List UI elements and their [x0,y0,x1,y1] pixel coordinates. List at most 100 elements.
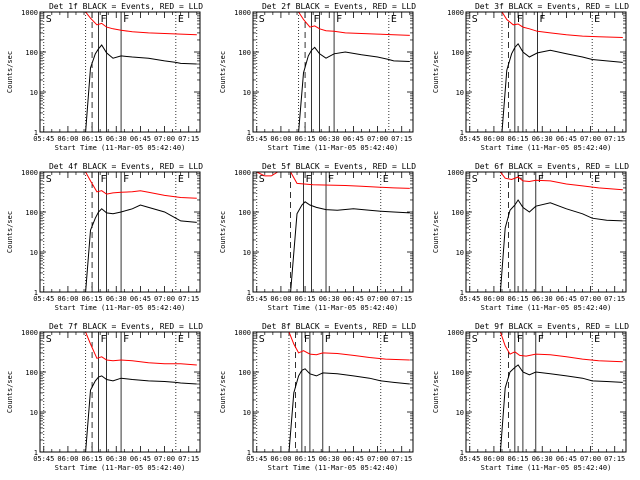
x-tick-label: 06:15 [508,455,529,463]
interval-marker-label: E [383,334,389,345]
x-tick-label: 06:45 [556,295,577,303]
y-tick-label: 1000 [447,169,464,177]
x-tick-label: 06:45 [130,135,151,143]
interval-marker-label: E [594,334,600,345]
y-axis-label: Counts/sec [219,371,227,413]
plot-frame [39,331,201,453]
y-tick-label: 100 [451,209,464,217]
events-series-line [466,199,623,293]
detector-panel-9: Det 9f BLACK = Events, RED = LLD Counts/s… [432,322,629,472]
y-axis-label: Counts/sec [432,211,440,253]
x-tick-label: 06:00 [483,135,504,143]
interval-marker-label: S [259,334,265,345]
interval-marker-label: E [178,174,184,185]
x-tick-label: 07:00 [580,295,601,303]
interval-marker-label: S [472,174,478,185]
events-series-line [40,204,197,293]
lld-series-line [40,171,197,199]
y-tick-label: 1 [460,129,464,137]
plot-frame [39,11,201,133]
x-tick-label: 05:45 [459,135,480,143]
x-tick-label: 06:00 [270,455,291,463]
x-tick-label: 06:45 [130,455,151,463]
y-tick-label: 1 [34,289,38,297]
events-series-line [253,46,410,133]
plot-frame [39,171,201,293]
x-axis-label: Start Time (11-Mar-05 05:42:40) [55,304,186,312]
x-tick-label: 06:30 [106,455,127,463]
panel-title: Det 7f BLACK = Events, RED = LLD [49,322,203,331]
lld-series-line [253,11,410,36]
interval-marker-label: S [46,334,52,345]
x-axis-label: Start Time (11-Mar-05 05:42:40) [481,464,612,472]
detector-panel-8: Det 8f BLACK = Events, RED = LLD Counts/s… [219,322,416,472]
x-tick-label: 07:15 [178,455,199,463]
x-tick-label: 06:45 [343,295,364,303]
plot-frame [465,331,627,453]
detector-panel-7: Det 7f BLACK = Events, RED = LLD Counts/s… [6,322,203,472]
x-axis-label: Start Time (11-Mar-05 05:42:40) [481,304,612,312]
y-tick-label: 10 [30,249,38,257]
x-tick-label: 06:30 [106,295,127,303]
x-tick-label: 06:15 [508,295,529,303]
y-tick-label: 10 [243,89,251,97]
x-tick-label: 06:00 [57,455,78,463]
lld-series-line [40,11,197,36]
x-tick-label: 06:30 [532,135,553,143]
interval-marker-label: F [325,334,331,345]
y-tick-label: 100 [25,209,38,217]
x-tick-label: 05:45 [246,135,267,143]
x-tick-label: 06:15 [82,455,103,463]
x-tick-label: 07:00 [154,455,175,463]
interval-marker-label: S [259,14,265,25]
detector-panel-4: Det 4f BLACK = Events, RED = LLD Counts/s… [6,162,203,312]
x-tick-label: 06:15 [295,135,316,143]
interval-marker-label: S [472,334,478,345]
y-tick-label: 10 [456,89,464,97]
x-tick-label: 07:00 [367,295,388,303]
y-tick-label: 100 [238,369,251,377]
x-tick-label: 07:15 [178,135,199,143]
y-tick-label: 1 [460,449,464,457]
x-axis-label: Start Time (11-Mar-05 05:42:40) [268,144,399,152]
x-tick-label: 07:00 [367,135,388,143]
x-tick-label: 05:45 [33,135,54,143]
x-axis-label: Start Time (11-Mar-05 05:42:40) [268,304,399,312]
interval-marker-label: F [539,14,545,25]
y-tick-label: 1000 [234,169,251,177]
plot-frame [252,331,414,453]
events-series-line [40,44,197,133]
x-tick-label: 06:45 [343,135,364,143]
x-tick-label: 06:30 [532,455,553,463]
y-tick-label: 1 [34,129,38,137]
y-axis-label: Counts/sec [6,211,14,253]
x-tick-label: 06:15 [295,455,316,463]
panel-title: Det 4f BLACK = Events, RED = LLD [49,162,203,171]
x-axis-label: Start Time (11-Mar-05 05:42:40) [268,464,399,472]
interval-marker-label: F [123,14,129,25]
panel-title: Det 6f BLACK = Events, RED = LLD [475,162,629,171]
y-tick-label: 1000 [21,329,38,337]
y-tick-label: 1 [247,129,251,137]
panel-title: Det 1f BLACK = Events, RED = LLD [49,2,203,11]
x-tick-label: 07:15 [391,135,412,143]
x-tick-label: 07:00 [580,455,601,463]
y-tick-label: 1000 [234,329,251,337]
interval-marker-label: F [101,14,107,25]
plot-frame [252,171,414,293]
lld-series-line [253,171,410,189]
interval-marker-label: F [328,174,334,185]
y-tick-label: 1 [247,289,251,297]
detector-panel-2: Det 2f BLACK = Events, RED = LLD Counts/s… [219,2,416,152]
interval-marker-label: F [517,174,523,185]
x-tick-label: 07:00 [154,135,175,143]
interval-marker-label: F [336,14,342,25]
y-axis-label: Counts/sec [432,371,440,413]
y-tick-label: 1000 [21,169,38,177]
panel-title: Det 9f BLACK = Events, RED = LLD [475,322,629,331]
y-axis-label: Counts/sec [219,211,227,253]
interval-marker-label: E [178,334,184,345]
interval-marker-label: S [259,174,265,185]
x-tick-label: 05:45 [33,295,54,303]
y-tick-label: 1000 [21,9,38,17]
